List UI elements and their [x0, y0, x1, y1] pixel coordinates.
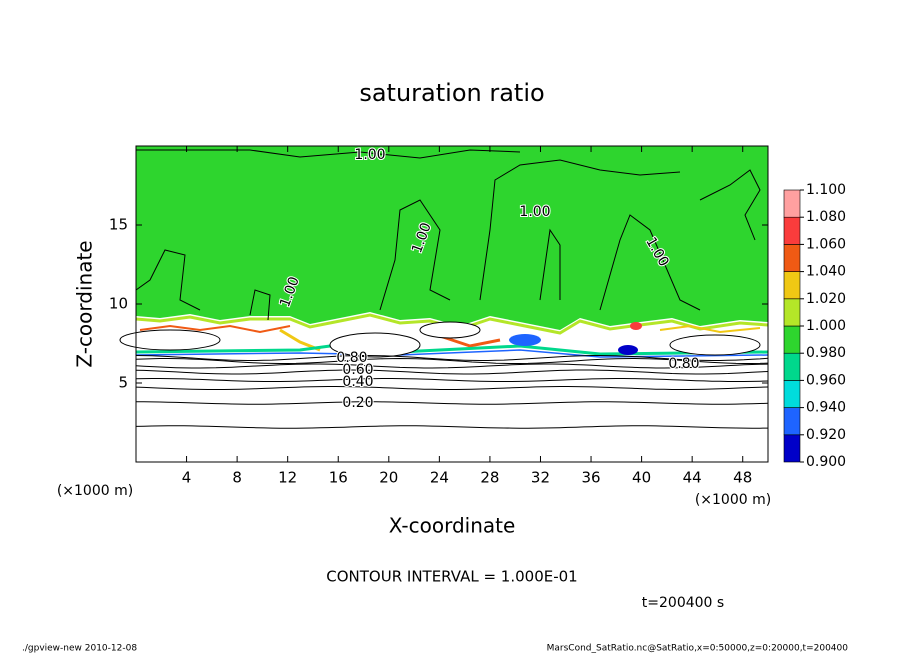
contour-line	[699, 169, 761, 241]
colorbar-label: 0.900	[806, 454, 846, 470]
x-tick-label: 36	[581, 469, 600, 487]
cloud-gap	[329, 332, 421, 358]
colorbar-label: 1.000	[806, 318, 846, 334]
colorbar-label: 1.060	[806, 236, 846, 252]
colorbar-label: 1.100	[806, 182, 846, 198]
cloud-gap	[669, 334, 761, 356]
x-tick-label: 4	[182, 469, 192, 487]
contour-line	[136, 149, 521, 159]
x-tick-label: 16	[329, 469, 348, 487]
contour-line	[135, 357, 769, 364]
contour-line	[599, 214, 701, 311]
dry-patch	[509, 334, 541, 346]
contour-line	[135, 363, 769, 369]
colorbar-band	[783, 325, 801, 354]
colorbar-label: 0.940	[806, 400, 846, 416]
dry-patch	[618, 345, 638, 355]
x-unit: (×1000 m)	[695, 492, 771, 508]
x-tick-label: 44	[683, 469, 702, 487]
contour-label: 0.40	[342, 374, 373, 390]
x-tick-label: 40	[632, 469, 651, 487]
contour-label: 0.60	[342, 362, 373, 378]
contour-line	[135, 369, 769, 375]
colorbar-band	[783, 407, 801, 436]
contour-line	[135, 386, 769, 390]
x-tick-label: 24	[430, 469, 449, 487]
contour-label: 0.80	[336, 350, 367, 366]
contour-line	[135, 378, 769, 382]
colorbar-band	[783, 216, 801, 245]
colorbar-label: 1.040	[806, 264, 846, 280]
interface-band	[439, 334, 501, 348]
contour-line	[249, 289, 271, 321]
colorbar-band	[783, 244, 801, 272]
contour-line	[539, 228, 561, 301]
plot-area	[119, 146, 769, 462]
contour-line	[379, 199, 451, 311]
x-tick-label: 28	[480, 469, 499, 487]
colorbar-band	[783, 380, 801, 408]
contour-line	[135, 249, 201, 311]
colorbar-band	[783, 271, 801, 300]
colorbar-band	[783, 298, 801, 327]
x-tick-label: 8	[232, 469, 242, 487]
time-label: t=200400 s	[642, 595, 724, 611]
moist-patch	[630, 322, 642, 330]
y-unit: (×1000 m)	[57, 483, 133, 499]
contour-line	[136, 401, 769, 405]
cloud-gap	[419, 321, 481, 339]
interface-band	[659, 324, 761, 334]
chart-title: saturation ratio	[359, 79, 544, 107]
contour-line	[479, 159, 681, 301]
contour-line	[135, 355, 769, 361]
colorbar-band	[783, 434, 801, 463]
x-axis-label: X-coordinate	[389, 514, 516, 538]
x-tick-label: 12	[278, 469, 297, 487]
colorbar-label: 0.980	[806, 345, 846, 361]
footer-left: ./gpview-new 2010-12-08	[22, 644, 137, 654]
x-tick-label: 48	[733, 469, 752, 487]
colorbar-label: 1.020	[806, 291, 846, 307]
colorbar-label: 0.920	[806, 427, 846, 443]
y-tick-label: 15	[109, 216, 128, 234]
x-tick-label: 32	[531, 469, 550, 487]
contour-label: 0.20	[342, 395, 373, 411]
colorbar-label: 1.080	[806, 209, 846, 225]
contour-line	[135, 425, 769, 429]
x-tick-label: 20	[379, 469, 398, 487]
colorbar-band	[783, 189, 801, 218]
contour-interval: CONTOUR INTERVAL = 1.000E-01	[326, 568, 577, 586]
cloud-gap	[119, 329, 221, 351]
contour-label: 1.00	[519, 204, 550, 220]
y-tick-label: 5	[118, 374, 128, 392]
y-tick-label: 10	[109, 295, 128, 313]
contour-label: 1.00	[354, 147, 385, 163]
saturated-region	[136, 146, 768, 330]
y-axis-label: Z-coordinate	[73, 240, 97, 367]
interface-band	[139, 324, 291, 334]
footer-right: MarsCond_SatRatio.nc@SatRatio,x=0:50000,…	[547, 644, 849, 654]
contour-label: 0.80	[668, 356, 699, 372]
colorbar-label: 0.960	[806, 372, 846, 388]
colorbar-band	[783, 352, 801, 381]
